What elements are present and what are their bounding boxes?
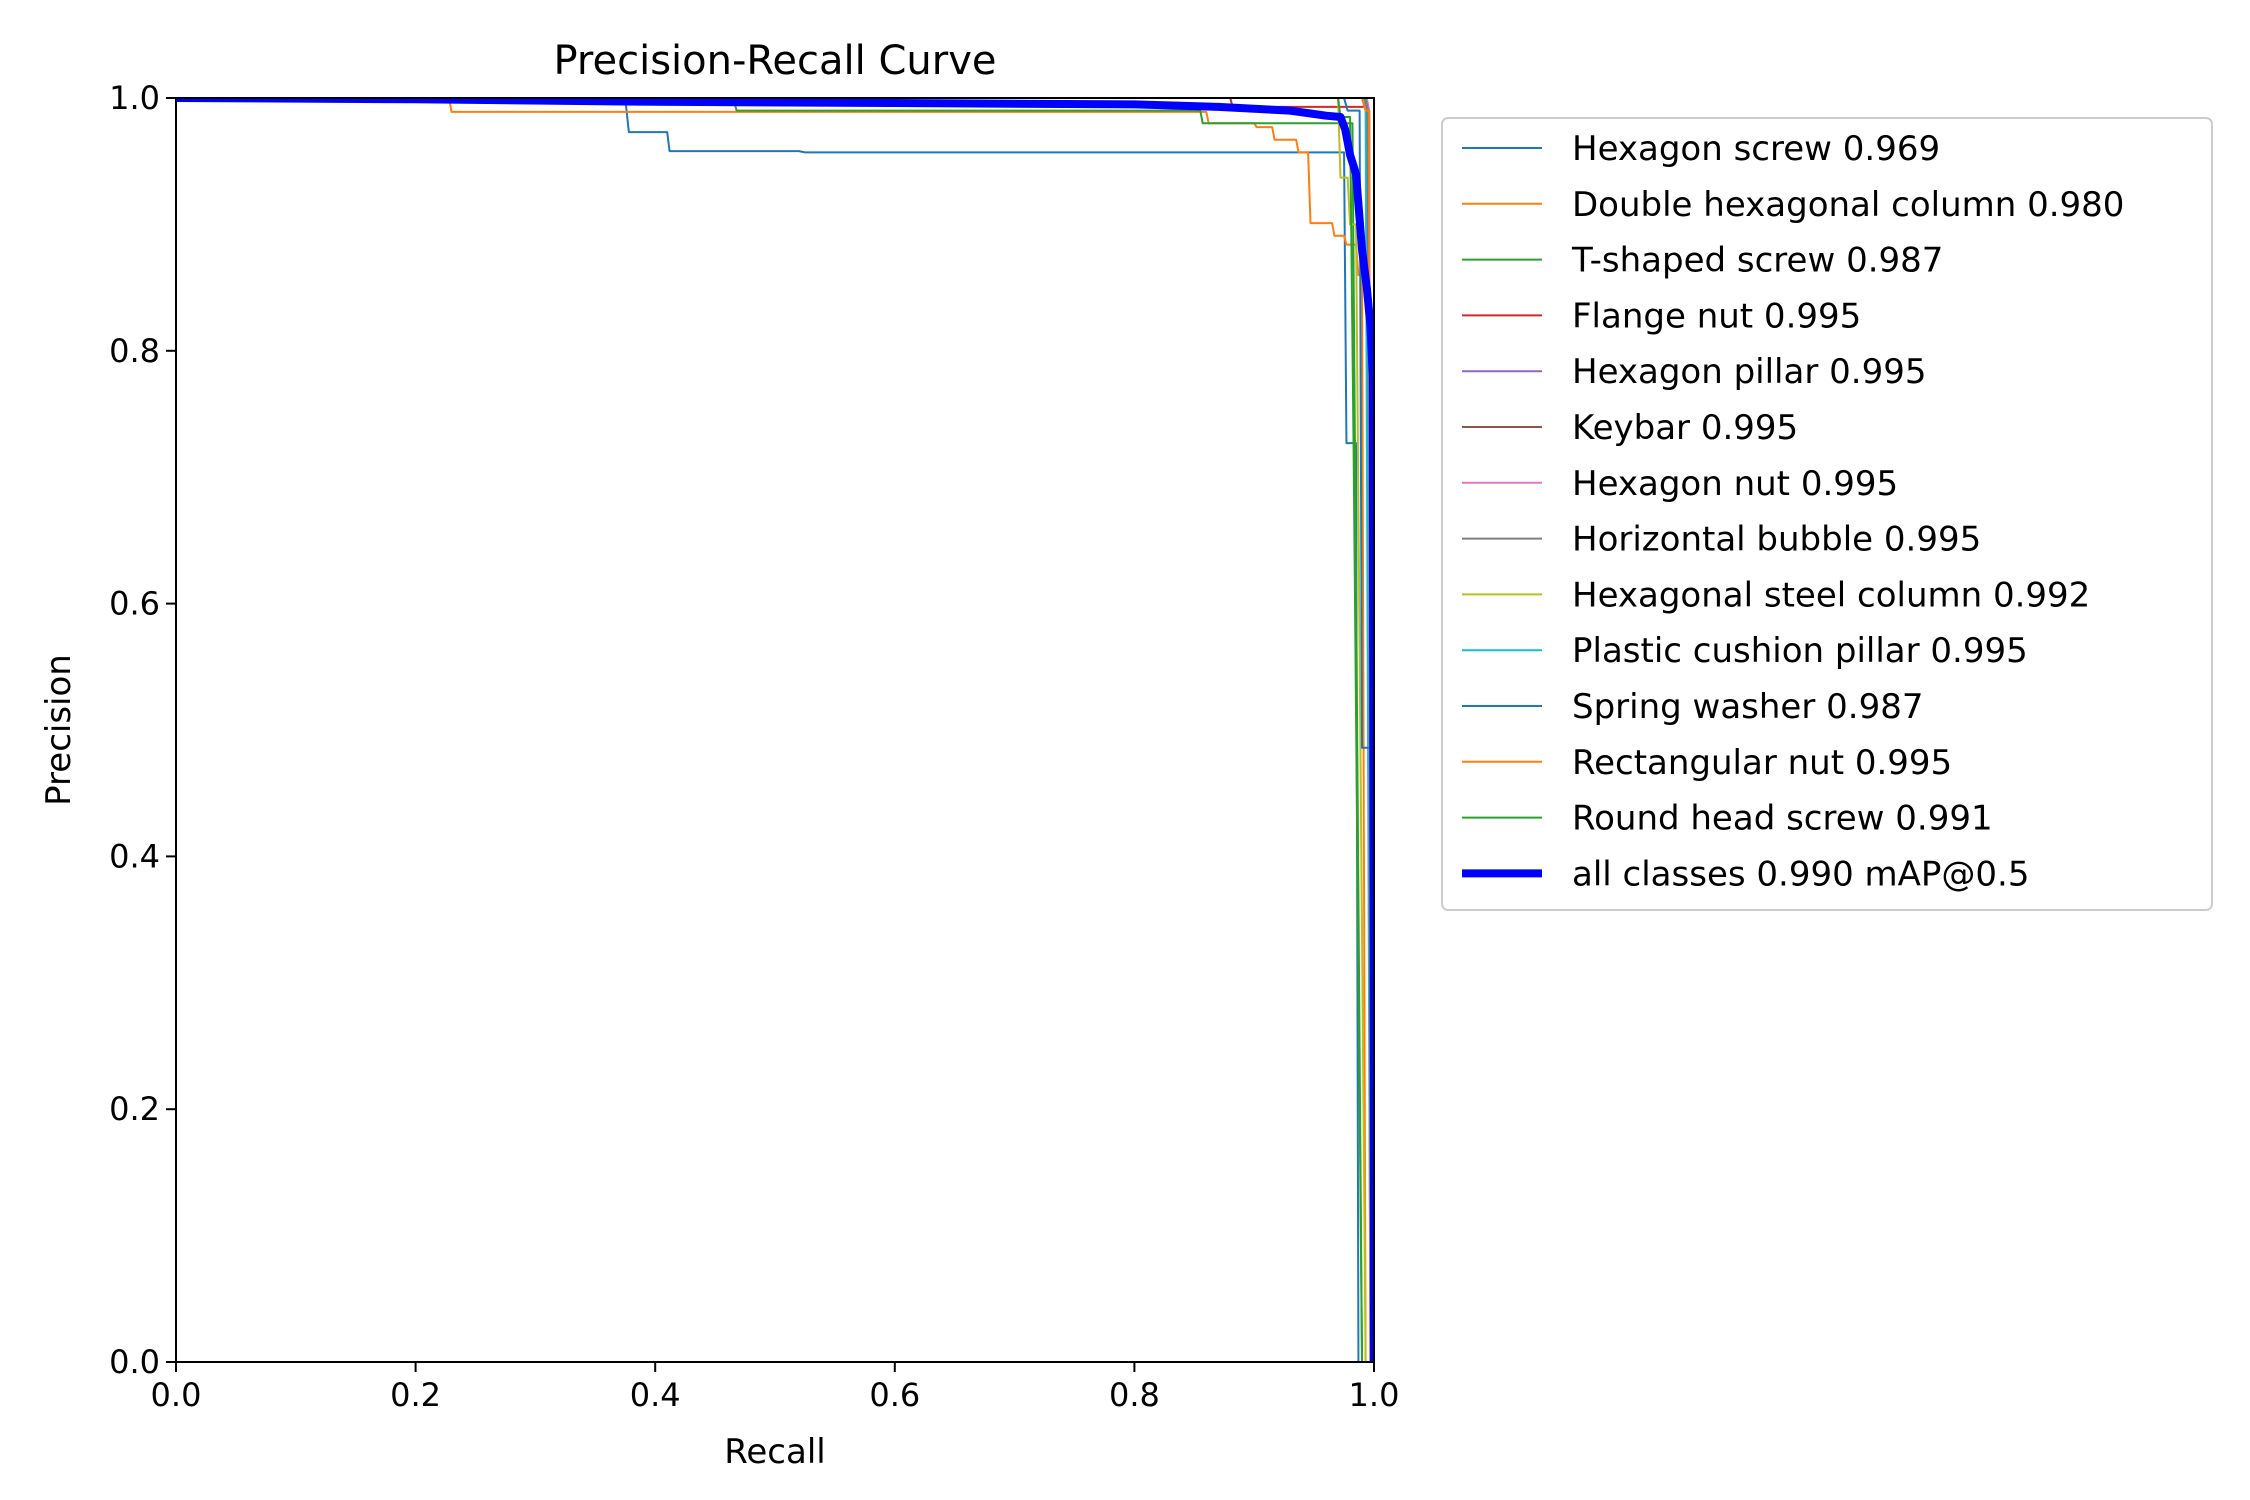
y-tick-label: 0.0	[109, 1343, 160, 1381]
legend-entry-hexagon-pillar-0-995: Hexagon pillar 0.995	[1572, 352, 1926, 392]
legend-entry-plastic-cushion-pillar-0-995: Plastic cushion pillar 0.995	[1572, 631, 2028, 671]
series-line-hexagonal-steel-column-0-992	[176, 98, 1367, 1362]
legend-entry-hexagonal-steel-column-0-992: Hexagonal steel column 0.992	[1572, 575, 2090, 615]
y-tick-label: 1.0	[109, 79, 160, 117]
series-line-rectangular-nut-0-995	[176, 98, 1372, 1362]
series-line-t-shaped-screw-0-987	[176, 98, 1364, 1362]
series-layer	[176, 98, 1374, 1362]
x-tick-label: 0.0	[151, 1376, 202, 1414]
y-tick-label: 0.4	[109, 837, 160, 875]
y-axis: 0.0 0.2 0.4 0.6 0.8 1.0	[109, 79, 176, 1381]
series-line-hexagon-nut-0-995	[176, 98, 1373, 1362]
series-line-round-head-screw-0-991	[176, 98, 1364, 1362]
plot-frame	[175, 97, 1375, 1363]
legend-entry-keybar-0-995: Keybar 0.995	[1572, 408, 1798, 448]
legend-entry-hexagon-screw-0-969: Hexagon screw 0.969	[1572, 129, 1940, 169]
legend: Hexagon screw 0.969 Double hexagonal colu…	[1441, 117, 2213, 911]
legend-entry-all-classes-0-990-map-0-5: all classes 0.990 mAP@0.5	[1572, 854, 2029, 894]
y-tick-label: 0.8	[109, 332, 160, 370]
legend-entry-horizontal-bubble-0-995: Horizontal bubble 0.995	[1572, 520, 1981, 560]
series-line-horizontal-bubble-0-995	[176, 98, 1373, 1362]
series-line-keybar-0-995	[176, 98, 1372, 1362]
legend-entry-hexagon-nut-0-995: Hexagon nut 0.995	[1572, 464, 1898, 504]
series-line-double-hexagonal-column-0-980	[176, 98, 1367, 1362]
x-tick-label: 1.0	[1349, 1376, 1400, 1414]
series-line-flange-nut-0-995	[176, 98, 1373, 1362]
legend-entry-spring-washer-0-987: Spring washer 0.987	[1572, 687, 1923, 727]
x-tick-label: 0.8	[1109, 1376, 1160, 1414]
x-tick-label: 0.4	[630, 1376, 681, 1414]
x-tick-label: 0.2	[390, 1376, 441, 1414]
legend-entry-t-shaped-screw-0-987: T-shaped screw 0.987	[1571, 241, 1943, 281]
x-axis-label: Recall	[724, 1432, 825, 1472]
legend-entry-round-head-screw-0-991: Round head screw 0.991	[1572, 799, 1993, 839]
series-line-plastic-cushion-pillar-0-995	[176, 98, 1372, 1362]
series-line-spring-washer-0-987	[176, 98, 1373, 1362]
series-line-all-classes-0-990-map-0-5	[176, 98, 1374, 1362]
legend-entry-double-hexagonal-column-0-980: Double hexagonal column 0.980	[1572, 185, 2124, 225]
x-axis: 0.0 0.2 0.4 0.6 0.8 1.0	[151, 1362, 1400, 1414]
x-tick-label: 0.6	[869, 1376, 920, 1414]
series-line-hexagon-pillar-0-995	[176, 98, 1372, 1362]
y-axis-label: Precision	[39, 654, 79, 806]
series-line-hexagon-screw-0-969	[176, 98, 1360, 1362]
chart-title: Precision-Recall Curve	[554, 38, 997, 84]
legend-entry-flange-nut-0-995: Flange nut 0.995	[1572, 296, 1861, 336]
y-tick-label: 0.6	[109, 585, 160, 623]
legend-frame	[1441, 117, 2213, 911]
legend-entry-rectangular-nut-0-995: Rectangular nut 0.995	[1572, 743, 1952, 783]
y-tick-label: 0.2	[109, 1090, 160, 1128]
